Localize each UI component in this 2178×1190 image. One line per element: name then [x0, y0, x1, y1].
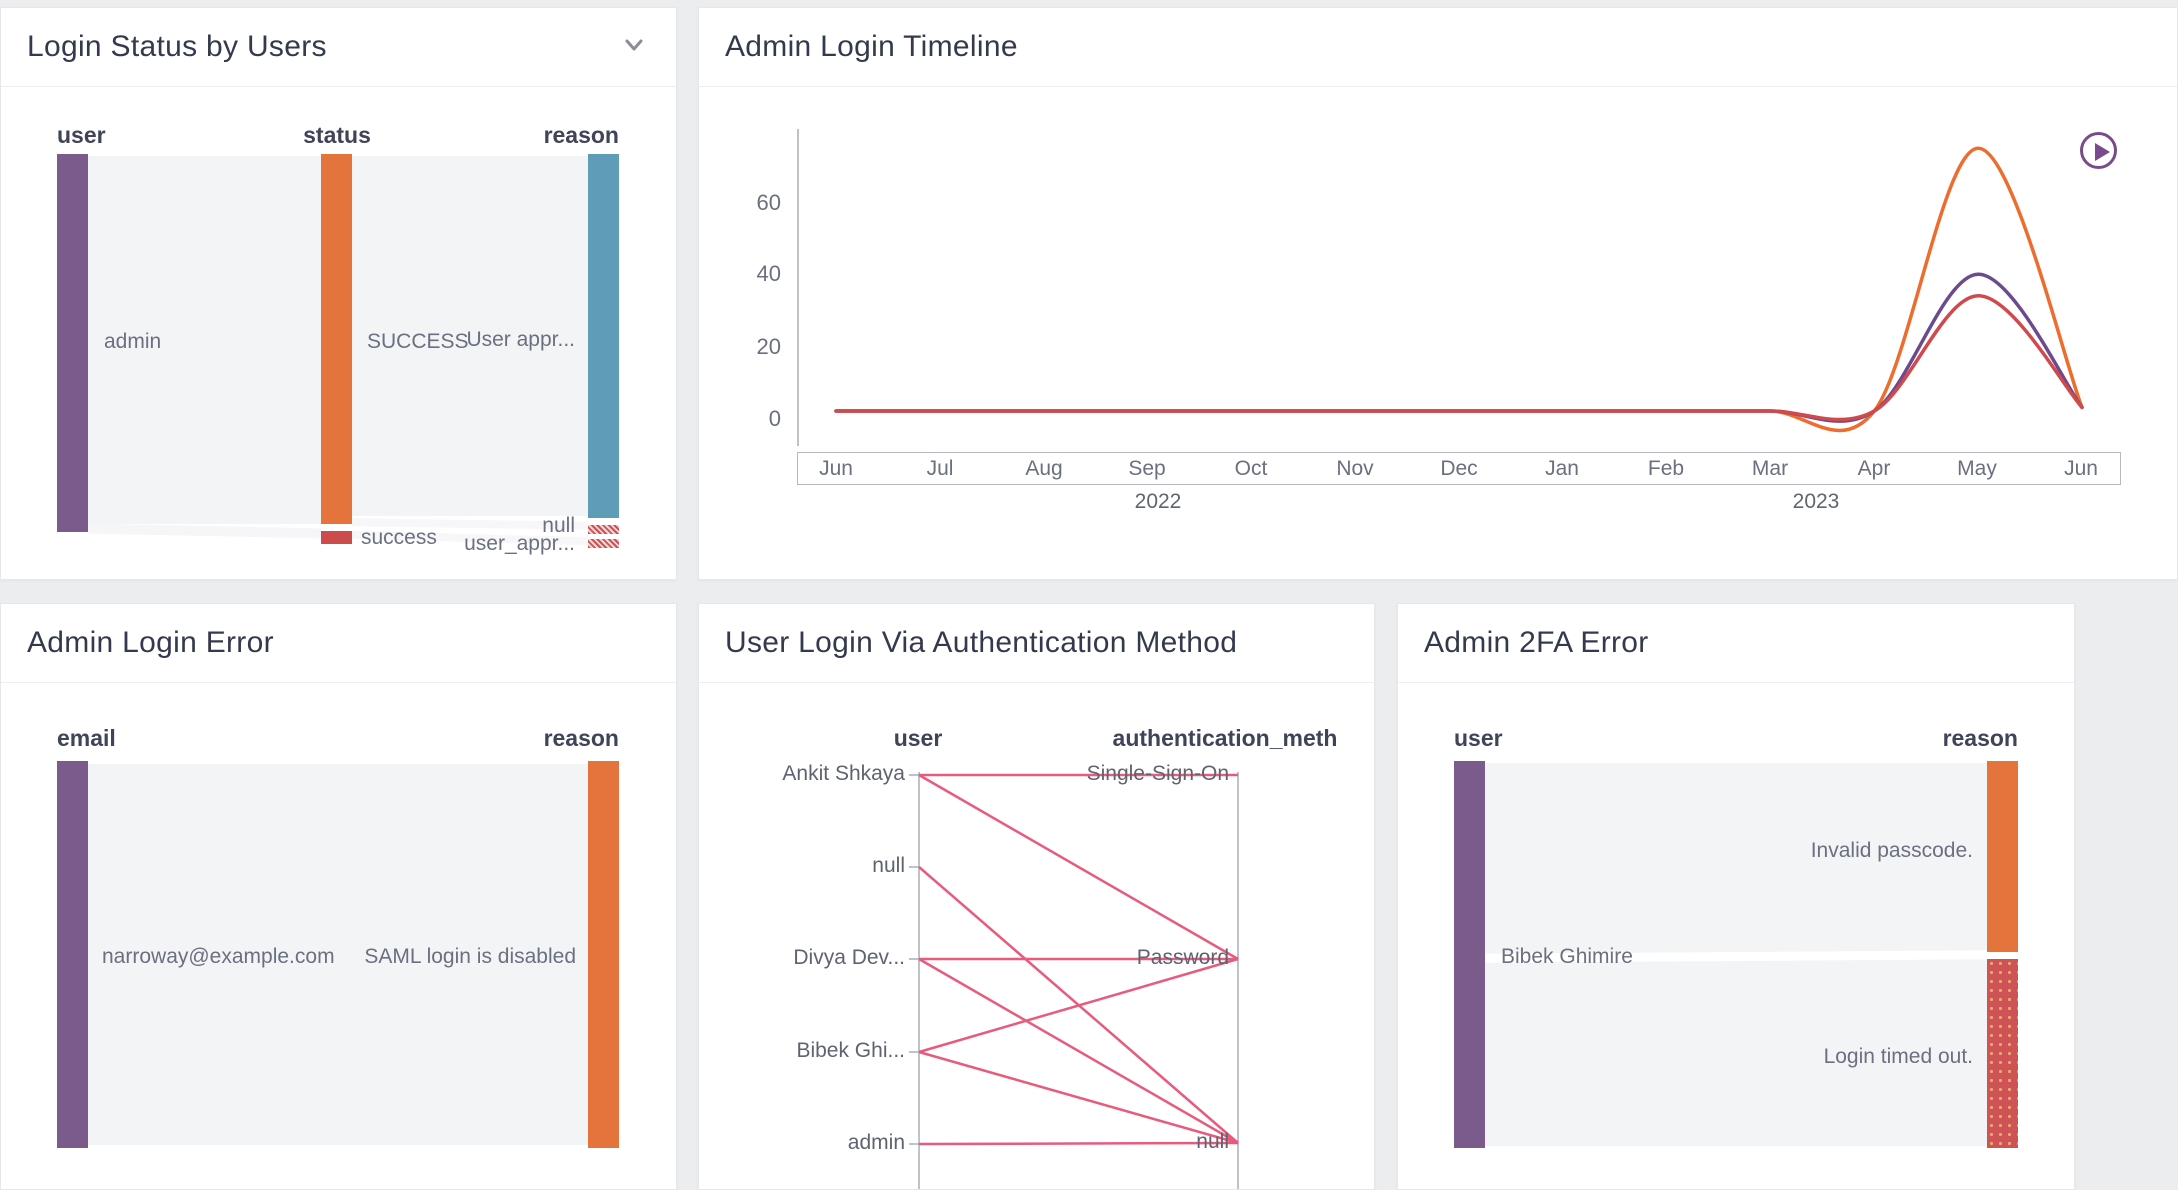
sankey1-node-admin[interactable] — [57, 154, 88, 532]
sankey5-dim-reason: reason — [1942, 725, 2018, 751]
x-tick-label: Mar — [1751, 457, 1789, 480]
sankey1-label-admin: admin — [104, 330, 162, 353]
x-tick-label: Jun — [2064, 457, 2098, 480]
sankey3-dim-reason: reason — [543, 725, 619, 751]
parallel-categories-plot — [909, 772, 1239, 1189]
year-label-2022: 2022 — [1134, 490, 1182, 513]
pc-cat-admin[interactable]: admin — [847, 1131, 905, 1154]
sankey3-dim-email: email — [57, 725, 116, 751]
x-tick-label: Dec — [1440, 457, 1478, 480]
x-tick-label: Oct — [1234, 457, 1268, 480]
timeline-series-purple — [834, 272, 2084, 423]
sankey1-dim-user: user — [57, 122, 106, 148]
page-title-login-status: Login Status by Users — [27, 30, 327, 63]
sankey3-node-reason[interactable] — [588, 761, 619, 1148]
x-tick-label: Nov — [1336, 457, 1374, 480]
sankey3-label-reason: SAML login is disabled — [364, 945, 576, 968]
x-tick-label: Jun — [819, 457, 853, 480]
play-button[interactable] — [2080, 132, 2117, 169]
pc-cat-ankit[interactable]: Ankit Shkaya — [782, 762, 905, 785]
x-tick-label: Aug — [1025, 457, 1063, 480]
panel-admin-2fa-error: Admin 2FA Error user reason Bibek Ghimir… — [1397, 603, 2075, 1190]
sankey1-node-user-appr-small[interactable] — [588, 539, 619, 548]
play-icon — [2095, 143, 2110, 161]
y-tick-label: 60 — [756, 190, 781, 215]
page-title-login-error: Admin Login Error — [27, 626, 274, 659]
pc-edge — [918, 957, 1239, 1054]
sankey5-node-user[interactable] — [1454, 761, 1485, 1148]
sankey3-label-email: narroway@example.com — [102, 945, 335, 968]
pc-dim-auth-method: authentication_meth — [1112, 725, 1338, 751]
sankey1-label-SUCCESS: SUCCESS — [367, 330, 469, 353]
sankey1-label-null: null — [542, 514, 575, 537]
page-title-timeline: Admin Login Timeline — [725, 30, 1018, 63]
sankey1-flow-success-reason — [352, 156, 588, 516]
sankey5-node-login-timed-out[interactable] — [1987, 959, 2018, 1148]
pc-cat-divya[interactable]: Divya Dev... — [793, 946, 905, 969]
sankey1-dim-status: status — [303, 122, 371, 148]
page-title-2fa-error: Admin 2FA Error — [1424, 626, 1649, 659]
sankey1-flow-thin — [88, 523, 321, 539]
x-tick-label: Jul — [926, 457, 954, 480]
panel-auth-method-header: User Login Via Authentication Method — [699, 604, 1374, 683]
sankey1-label-user-appr: user_appr... — [464, 532, 575, 555]
pc-cat-password[interactable]: Password — [1136, 946, 1229, 969]
sankey1-label-user-approved: User appr... — [466, 328, 575, 351]
pc-cat-sso[interactable]: Single-Sign-On — [1086, 762, 1229, 785]
sankey1-node-SUCCESS[interactable] — [321, 154, 352, 524]
y-tick-label: 0 — [768, 406, 781, 431]
sankey1-flow-admin-success — [88, 156, 321, 524]
sankey1-node-success-small[interactable] — [321, 531, 352, 544]
pc-edge — [918, 1141, 1239, 1146]
sankey1-node-user-approved[interactable] — [588, 154, 619, 518]
time-range-axis[interactable] — [797, 452, 2121, 485]
panel-login-status: Login Status by Users user status reason… — [0, 7, 677, 580]
sankey5-label-login-timed-out: Login timed out. — [1823, 1045, 1973, 1068]
year-label-2023: 2023 — [1792, 490, 1840, 513]
timeline-plot — [797, 129, 2084, 446]
sankey1-dim-reason: reason — [543, 122, 619, 148]
x-tick-label: May — [1957, 457, 1997, 480]
panel-admin-login-timeline: Admin Login Timeline 60 40 20 0 Jun Jul … — [698, 7, 2178, 580]
x-tick-label: Jan — [1545, 457, 1579, 480]
timeline-series-red — [834, 294, 2084, 422]
panel-login-error-header: Admin Login Error — [1, 604, 676, 683]
pc-edge — [918, 1050, 1239, 1145]
x-tick-label: Feb — [1647, 457, 1685, 480]
sankey5-label-invalid-passcode: Invalid passcode. — [1810, 839, 1973, 862]
sankey1-label-success: success — [361, 526, 437, 549]
pc-edge — [918, 773, 1239, 961]
sankey3-node-email[interactable] — [57, 761, 88, 1148]
pc-cat-bibek[interactable]: Bibek Ghi... — [796, 1039, 905, 1062]
sankey5-dim-user: user — [1454, 725, 1503, 751]
sankey1-node-null[interactable] — [588, 525, 619, 534]
chevron-down-icon[interactable] — [619, 30, 649, 60]
pc-dim-user: user — [893, 725, 943, 751]
panel-2fa-header: Admin 2FA Error — [1398, 604, 2074, 683]
pc-cat-null-right[interactable]: null — [1196, 1130, 1229, 1153]
sankey5-label-user: Bibek Ghimire — [1501, 945, 1633, 968]
y-tick-label: 40 — [756, 261, 781, 286]
sankey5-node-invalid-passcode[interactable] — [1987, 761, 2018, 952]
page-title-auth-method: User Login Via Authentication Method — [725, 626, 1238, 659]
panel-login-status-header: Login Status by Users — [1, 8, 676, 87]
pc-edge — [918, 957, 1239, 1145]
y-tick-label: 20 — [756, 334, 781, 359]
panel-admin-login-error: Admin Login Error email reason narroway@… — [0, 603, 677, 1190]
x-tick-label: Sep — [1128, 457, 1166, 480]
x-tick-label: Apr — [1857, 457, 1891, 480]
panel-timeline-header: Admin Login Timeline — [699, 8, 2177, 87]
sankey3-flow — [88, 764, 588, 1145]
panel-auth-method: User Login Via Authentication Method use… — [698, 603, 1375, 1190]
pc-cat-null-left[interactable]: null — [872, 854, 905, 877]
